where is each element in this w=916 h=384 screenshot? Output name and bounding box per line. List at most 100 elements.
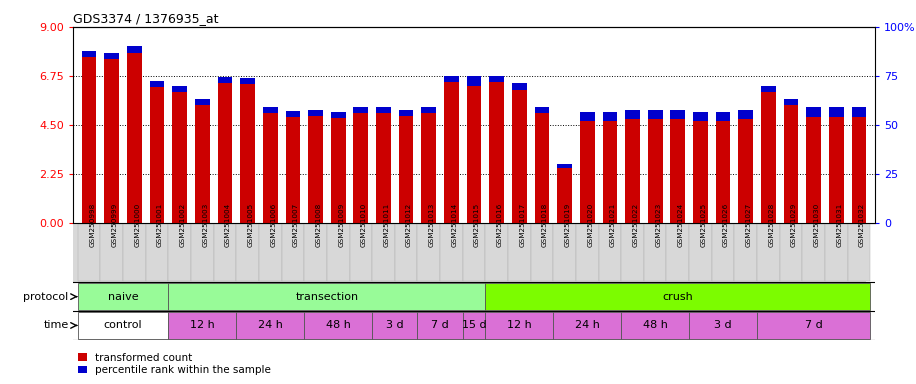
Bar: [625, 109, 640, 119]
Bar: [440, 224, 463, 281]
Bar: [308, 109, 323, 116]
Bar: [259, 224, 281, 281]
Text: 12 h: 12 h: [507, 320, 531, 331]
Bar: [621, 224, 644, 281]
Bar: [512, 83, 527, 89]
Bar: [829, 108, 844, 223]
Bar: [806, 108, 821, 116]
Bar: [757, 224, 780, 281]
Bar: [535, 108, 550, 114]
Bar: [463, 224, 485, 281]
Bar: [485, 283, 870, 310]
Text: GSM251005: GSM251005: [247, 202, 254, 247]
Text: 24 h: 24 h: [575, 320, 600, 331]
Bar: [735, 224, 757, 281]
Text: GSM251020: GSM251020: [587, 202, 594, 247]
Bar: [372, 312, 418, 339]
Text: GSM251009: GSM251009: [338, 202, 344, 247]
Bar: [101, 224, 123, 281]
Legend: transformed count, percentile rank within the sample: transformed count, percentile rank withi…: [79, 353, 271, 375]
Bar: [240, 78, 255, 223]
Bar: [236, 312, 304, 339]
Bar: [172, 86, 187, 223]
Text: 48 h: 48 h: [643, 320, 668, 331]
Bar: [806, 108, 821, 223]
Bar: [784, 99, 799, 223]
Bar: [693, 112, 708, 223]
Text: GSM251010: GSM251010: [361, 202, 366, 247]
Bar: [671, 109, 685, 119]
Text: crush: crush: [662, 291, 693, 302]
Bar: [738, 109, 753, 223]
Bar: [463, 312, 485, 339]
Bar: [304, 224, 327, 281]
Text: GSM251028: GSM251028: [769, 202, 774, 247]
Bar: [671, 109, 685, 223]
Bar: [327, 224, 350, 281]
Text: GDS3374 / 1376935_at: GDS3374 / 1376935_at: [73, 12, 219, 25]
Bar: [553, 224, 576, 281]
Bar: [78, 283, 169, 310]
Text: GSM251003: GSM251003: [202, 202, 208, 247]
Text: GSM251031: GSM251031: [836, 202, 843, 247]
Bar: [757, 312, 870, 339]
Bar: [304, 312, 372, 339]
Bar: [78, 224, 101, 281]
Bar: [466, 76, 482, 86]
Bar: [761, 86, 776, 223]
Bar: [689, 224, 712, 281]
Bar: [489, 76, 504, 223]
Bar: [648, 109, 662, 119]
Bar: [398, 109, 413, 116]
Text: 24 h: 24 h: [257, 320, 283, 331]
Text: control: control: [104, 320, 142, 331]
Text: GSM251030: GSM251030: [813, 202, 820, 247]
Bar: [286, 111, 300, 223]
Bar: [485, 312, 553, 339]
Bar: [508, 224, 530, 281]
Bar: [715, 112, 730, 121]
Text: GSM251032: GSM251032: [859, 202, 865, 247]
Text: GSM251015: GSM251015: [474, 202, 480, 247]
Text: GSM251011: GSM251011: [384, 202, 389, 247]
Text: 3 d: 3 d: [714, 320, 732, 331]
Bar: [667, 224, 689, 281]
Bar: [598, 224, 621, 281]
Bar: [218, 77, 233, 83]
Bar: [847, 224, 870, 281]
Bar: [466, 76, 482, 223]
Bar: [169, 224, 191, 281]
Bar: [263, 108, 278, 114]
Bar: [418, 224, 440, 281]
Bar: [123, 224, 146, 281]
Bar: [354, 108, 368, 114]
Text: GSM251019: GSM251019: [564, 202, 571, 247]
Bar: [580, 112, 594, 121]
Bar: [240, 78, 255, 84]
Bar: [535, 108, 550, 223]
Bar: [421, 108, 436, 114]
Text: GSM251006: GSM251006: [270, 202, 277, 247]
Bar: [852, 108, 867, 116]
Bar: [350, 224, 372, 281]
Bar: [444, 76, 459, 223]
Text: GSM251027: GSM251027: [746, 202, 752, 247]
Bar: [127, 46, 142, 53]
Text: time: time: [43, 320, 69, 331]
Text: GSM251013: GSM251013: [429, 202, 435, 247]
Text: 3 d: 3 d: [386, 320, 404, 331]
Bar: [693, 112, 708, 121]
Text: GSM251014: GSM251014: [452, 202, 457, 247]
Bar: [263, 108, 278, 223]
Text: GSM251026: GSM251026: [723, 202, 729, 247]
Bar: [715, 112, 730, 223]
Bar: [784, 99, 799, 105]
Text: GSM251025: GSM251025: [701, 202, 706, 247]
Bar: [149, 81, 164, 223]
Bar: [149, 81, 164, 88]
Bar: [127, 46, 142, 223]
Bar: [78, 312, 169, 339]
Bar: [712, 224, 735, 281]
Bar: [512, 83, 527, 223]
Text: GSM251004: GSM251004: [225, 202, 231, 247]
